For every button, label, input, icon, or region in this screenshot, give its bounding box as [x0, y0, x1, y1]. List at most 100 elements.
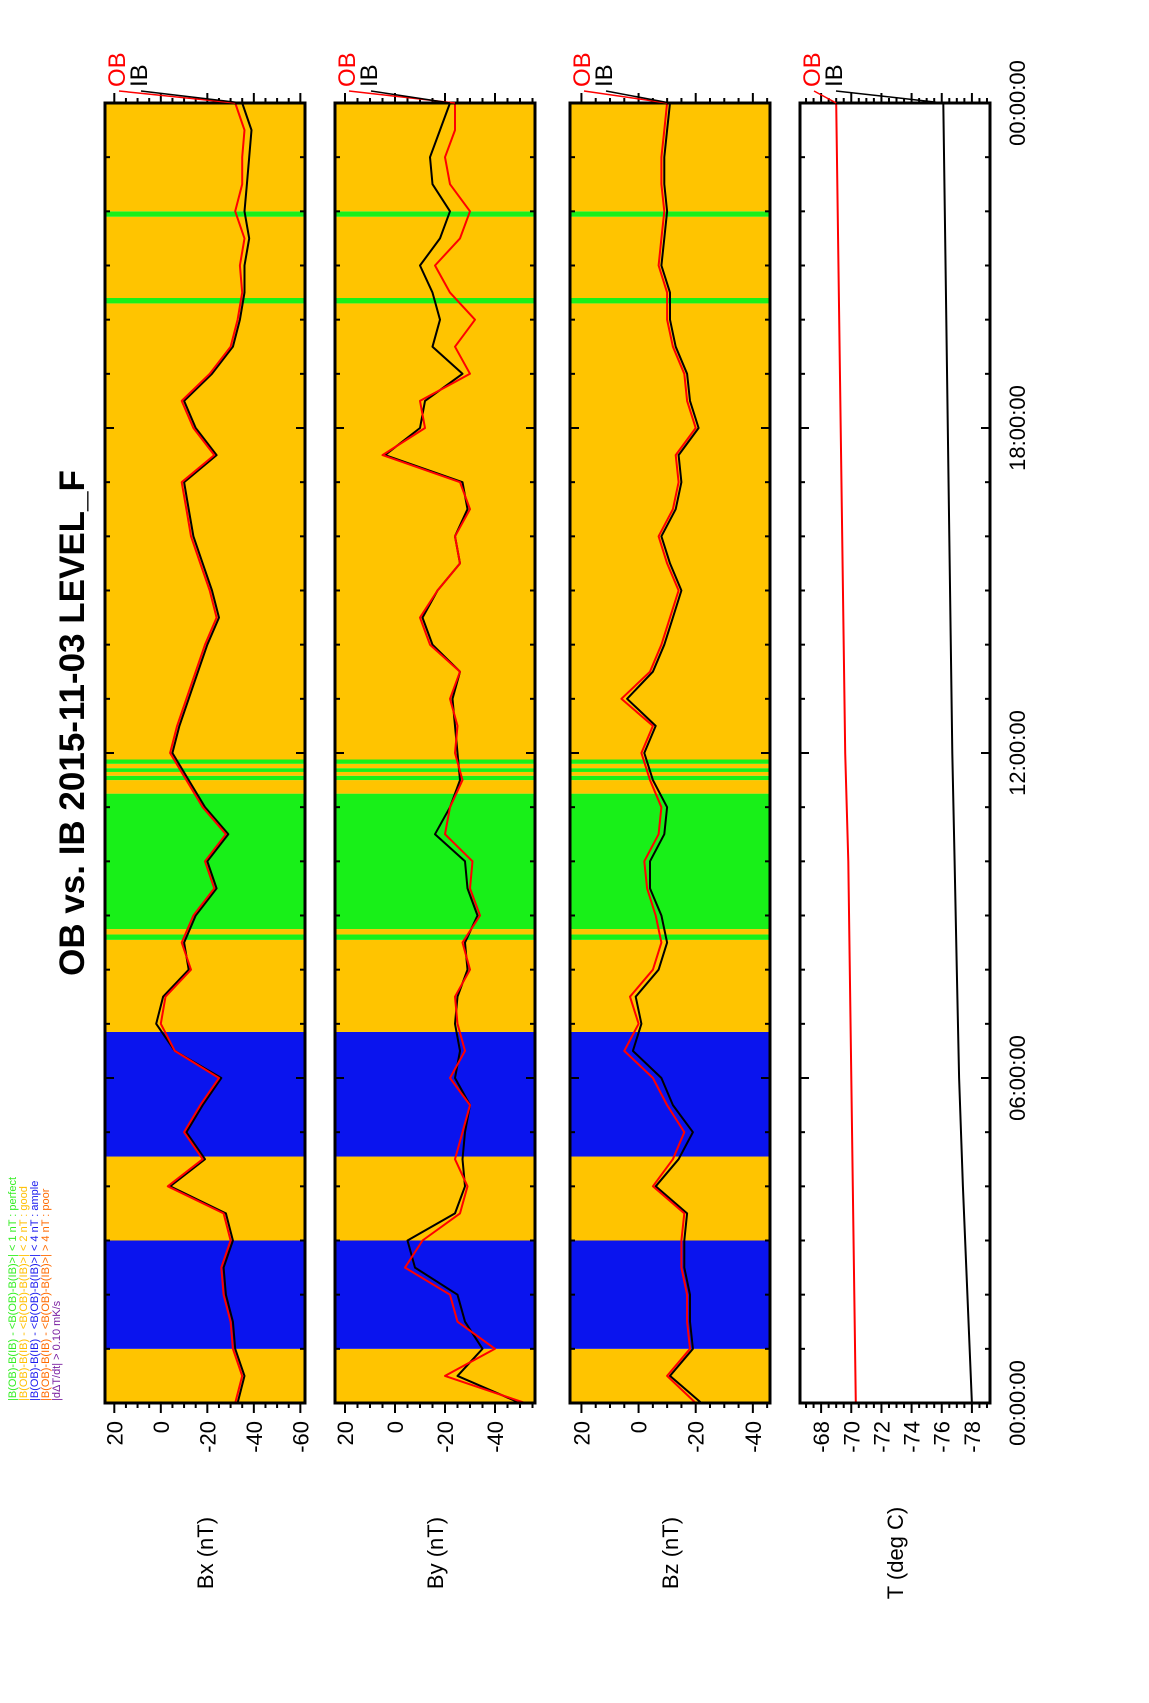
series-pointer-ob	[813, 90, 837, 104]
quality-band-perfect	[105, 759, 305, 764]
quality-band-good	[335, 303, 535, 760]
quality-band-good	[105, 1348, 305, 1403]
y-tick-label: -76	[930, 1421, 955, 1453]
series-line-ib	[942, 102, 973, 1404]
quality-band-good	[105, 303, 305, 760]
quality-band-good	[105, 1156, 305, 1241]
quality-band-good	[105, 216, 305, 298]
quality-band-perfect	[570, 793, 770, 930]
quality-band-good	[570, 929, 770, 935]
quality-band-good	[335, 1348, 535, 1403]
quality-band-perfect	[335, 759, 535, 764]
y-tick-label: 20	[102, 1421, 127, 1445]
y-tick-label: -20	[433, 1421, 458, 1453]
quality-band-good	[105, 780, 305, 794]
y-tick-label: -20	[195, 1421, 220, 1453]
series-line-ob	[620, 102, 697, 1404]
quality-band-good	[570, 939, 770, 1032]
legend-entry: |B(OB)-B(IB) - <B(OB)-B(IB)>| > 4 nT : p…	[40, 1188, 52, 1401]
y-tick-label: -68	[809, 1421, 834, 1453]
y-tick-label: -20	[684, 1421, 709, 1453]
y-tick-label: -70	[839, 1421, 864, 1453]
quality-band-good	[570, 763, 770, 769]
series-label-ob: OB	[799, 52, 826, 87]
x-tick-label: 00:00:00	[1005, 1360, 1030, 1446]
legend: |B(OB)-B(IB) - <B(OB)-B(IB)>| < 1 nT : p…	[7, 1177, 63, 1401]
quality-band-good	[570, 216, 770, 298]
quality-band-perfect	[570, 768, 770, 772]
x-tick-label: 00:00:00	[1005, 60, 1030, 146]
quality-band-perfect	[570, 211, 770, 217]
quality-band-perfect	[570, 759, 770, 764]
rotated-plot-area: OB vs. IB 2015-11-03 LEVEL_F |B(OB)-B(IB…	[7, 52, 1030, 1599]
y-tick-label: -60	[288, 1421, 313, 1453]
quality-band-perfect	[105, 211, 305, 217]
quality-band-good	[105, 939, 305, 1032]
series-line-ib	[384, 102, 521, 1404]
quality-band-good	[335, 763, 535, 769]
series-line-ob	[159, 102, 246, 1404]
quality-band-good	[570, 303, 770, 760]
x-tick-label: 12:00:00	[1005, 710, 1030, 796]
quality-band-perfect	[335, 793, 535, 930]
quality-band-ample	[335, 1031, 535, 1157]
quality-band-good	[105, 929, 305, 935]
quality-band-good	[335, 1156, 535, 1241]
series-pointer-ib	[835, 90, 944, 104]
quality-band-good	[105, 771, 305, 776]
quality-band-good	[570, 780, 770, 794]
series-label-ob: OB	[569, 52, 596, 87]
y-tick-label: -74	[900, 1421, 925, 1453]
quality-band-good	[335, 216, 535, 298]
quality-band-ample	[335, 1240, 535, 1349]
quality-band-good	[335, 780, 535, 794]
quality-band-perfect	[335, 775, 535, 781]
series-label-ob: OB	[334, 52, 361, 87]
y-tick-label: 0	[149, 1421, 174, 1433]
quality-band-good	[335, 771, 535, 776]
quality-band-ample	[570, 1031, 770, 1157]
quality-band-perfect	[570, 934, 770, 940]
quality-band-good	[570, 103, 770, 212]
quality-band-perfect	[335, 934, 535, 940]
quality-band-good	[105, 763, 305, 769]
y-tick-label: 20	[333, 1421, 358, 1445]
y-axis-label: By (nT)	[423, 1517, 448, 1589]
series-pointer-ib	[370, 90, 451, 104]
quality-band-perfect	[105, 297, 305, 304]
y-tick-label: -72	[869, 1421, 894, 1453]
series-line-ib	[155, 102, 253, 1404]
series-label-ib: IB	[356, 64, 383, 87]
y-axis-label: Bx (nT)	[193, 1517, 218, 1589]
y-tick-label: -78	[960, 1421, 985, 1453]
series-line-ob	[381, 103, 526, 1404]
series-pointer-ob	[118, 90, 236, 104]
quality-band-perfect	[335, 211, 535, 217]
quality-band-perfect	[105, 934, 305, 940]
series-pointer-ib	[140, 90, 243, 104]
y-axis-label: T (deg C)	[883, 1507, 908, 1600]
x-tick-label: 18:00:00	[1005, 385, 1030, 471]
quality-band-good	[335, 939, 535, 1032]
chart-title: OB vs. IB 2015-11-03 LEVEL_F	[53, 470, 92, 976]
series-pointer-ob	[583, 90, 668, 104]
series-line-ib	[626, 102, 703, 1404]
quality-band-good	[570, 771, 770, 776]
series-label-ob: OB	[104, 52, 131, 87]
quality-band-perfect	[335, 768, 535, 772]
y-tick-label: 20	[569, 1421, 594, 1445]
quality-band-good	[335, 929, 535, 935]
y-axis-label: Bz (nT)	[658, 1517, 683, 1589]
panel-frame	[798, 101, 992, 1405]
y-tick-label: -40	[242, 1421, 267, 1453]
quality-band-good	[105, 103, 305, 212]
series-label-ib: IB	[126, 64, 153, 87]
legend-entry: |dΔT/dt| > 0.10 mK/s	[51, 1300, 63, 1401]
x-axis: 00:00:00 06:00:00 12:00:00 18:00:00 00:00:00	[1005, 60, 1030, 1446]
